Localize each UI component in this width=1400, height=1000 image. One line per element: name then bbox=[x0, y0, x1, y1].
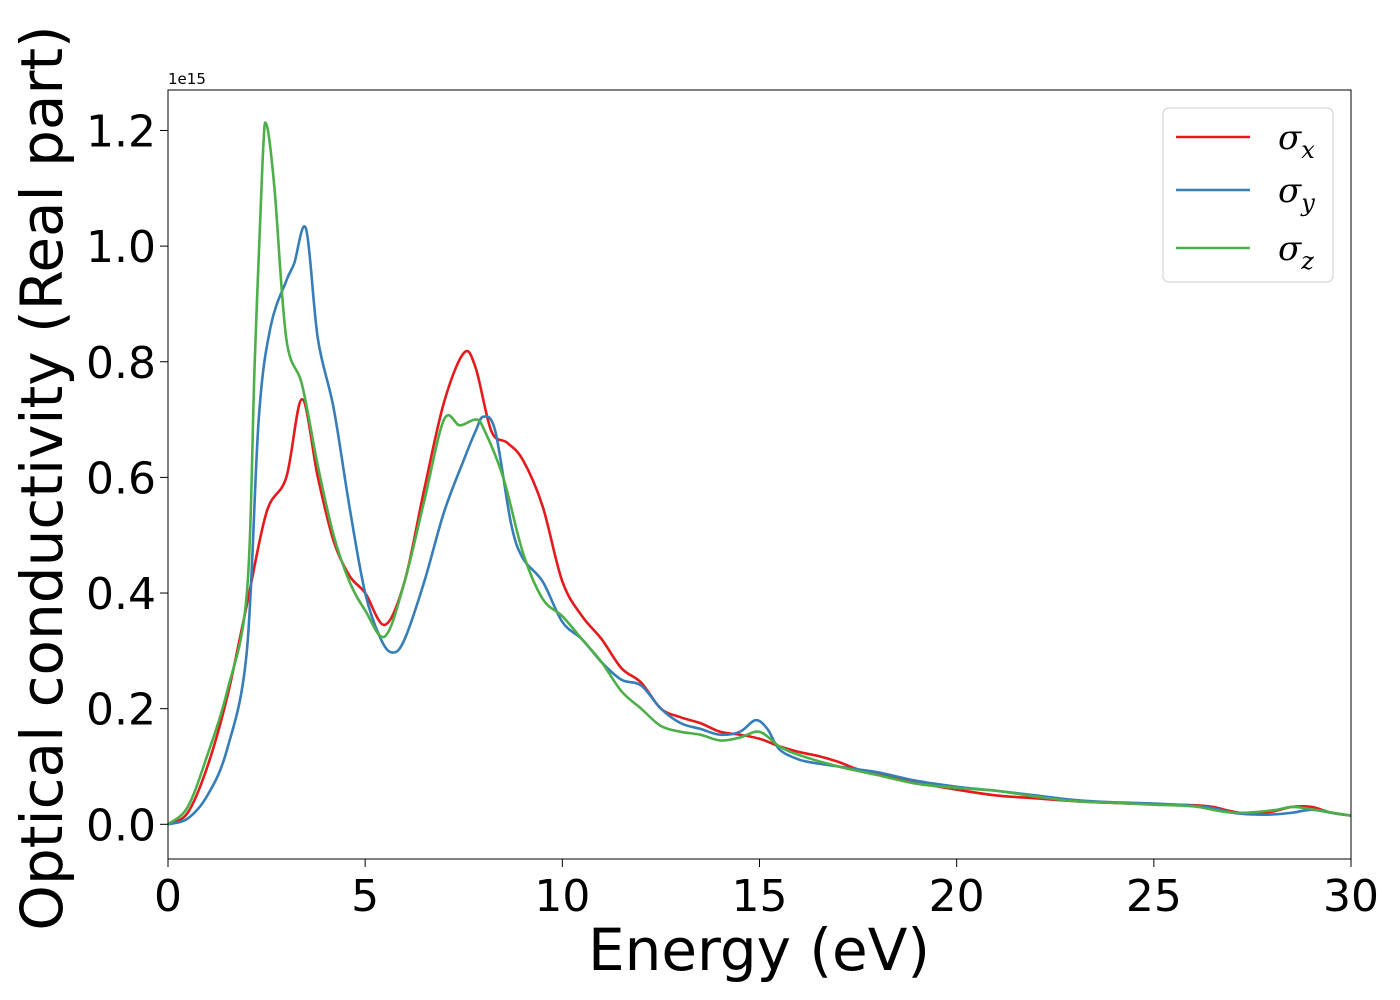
y-tick-label: 0.2 bbox=[86, 685, 156, 736]
y-tick-label: 1.2 bbox=[86, 106, 156, 157]
x-axis-label: Energy (eV) bbox=[588, 916, 930, 984]
x-tick-label: 15 bbox=[732, 871, 788, 922]
x-tick-label: 30 bbox=[1323, 871, 1379, 922]
legend-box bbox=[1162, 107, 1334, 283]
y-axis: 0.0 0.2 0.4 0.6 0.8 1.0 1.2 bbox=[86, 106, 168, 851]
series-layer bbox=[167, 121, 1352, 826]
y-tick-label: 0.0 bbox=[86, 800, 156, 851]
y-axis-label: Optical conductivity (Real part) bbox=[8, 25, 76, 930]
series-line-z bbox=[167, 121, 1352, 826]
y-offset-label: 1e15 bbox=[168, 70, 206, 88]
y-tick-label: 0.4 bbox=[86, 569, 156, 620]
x-tick-label: 25 bbox=[1126, 871, 1182, 922]
legend-label-x: σx bbox=[1278, 118, 1315, 164]
x-tick-label: 20 bbox=[929, 871, 985, 922]
x-tick-label: 10 bbox=[534, 871, 590, 922]
y-tick-label: 0.6 bbox=[86, 453, 156, 504]
x-tick-label: 5 bbox=[351, 871, 379, 922]
legend-label-y: σy bbox=[1278, 171, 1315, 217]
legend-label-z: σz bbox=[1278, 229, 1314, 275]
y-tick-label: 1.0 bbox=[86, 222, 156, 273]
legend: σx σy σz bbox=[1162, 107, 1334, 283]
x-axis: 0 5 10 15 20 25 30 bbox=[154, 859, 1379, 922]
x-tick-label: 0 bbox=[154, 871, 182, 922]
y-tick-label: 0.8 bbox=[86, 338, 156, 389]
